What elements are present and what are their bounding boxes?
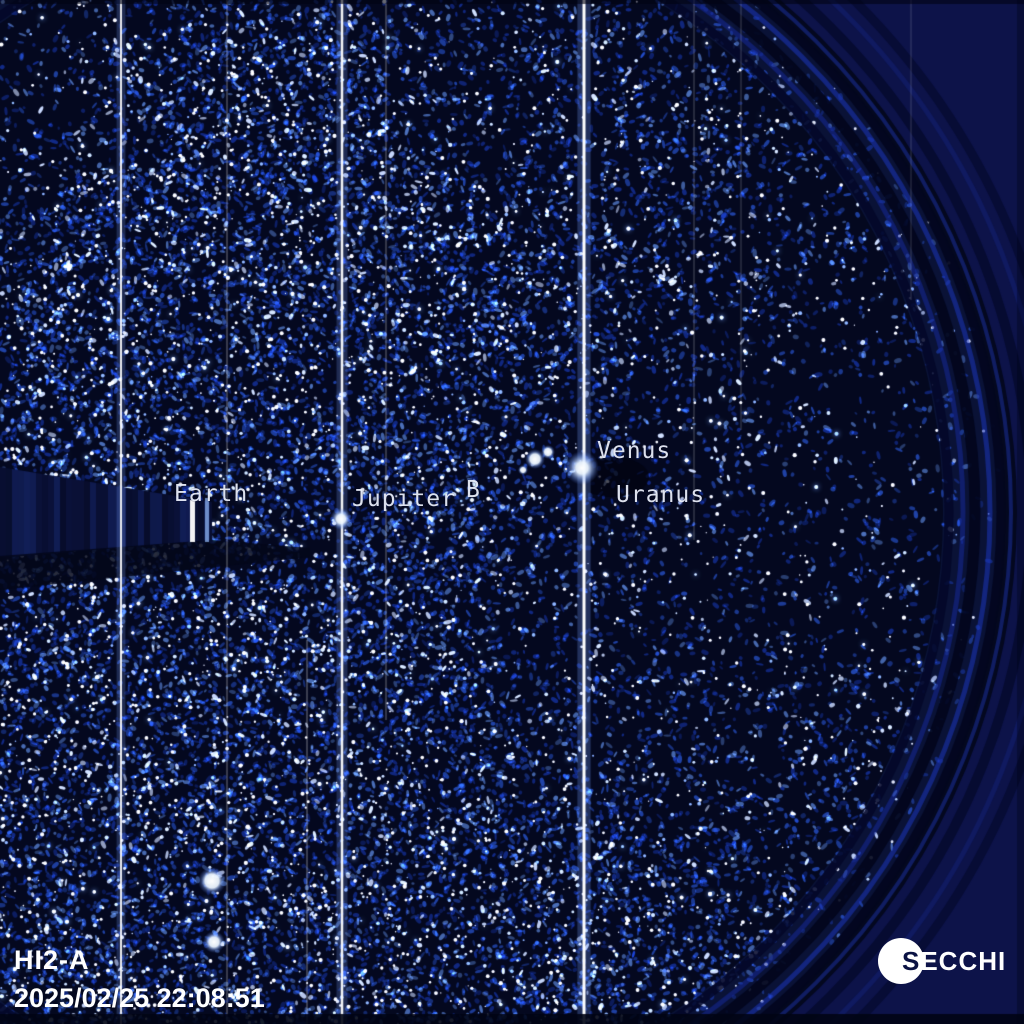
annotation-label-jupiter: Jupiter	[352, 486, 456, 512]
annotation-label-uranus: Uranus	[616, 482, 706, 508]
timestamp: 2025/02/25 22:08:51	[14, 983, 265, 1013]
secchi-logo-text-rest: ECCHI	[920, 946, 1007, 976]
annotation-label-b: B	[466, 477, 481, 503]
annotation-label-earth: Earth	[174, 481, 249, 507]
instrument-label: HI2-A	[14, 945, 90, 975]
secchi-logo-circle-icon	[878, 938, 924, 984]
secchi-logo-text: SECCHI	[902, 946, 1006, 976]
annotation-label-venus: Venus	[597, 438, 672, 464]
secchi-logo-text-overlap: S	[902, 946, 921, 976]
